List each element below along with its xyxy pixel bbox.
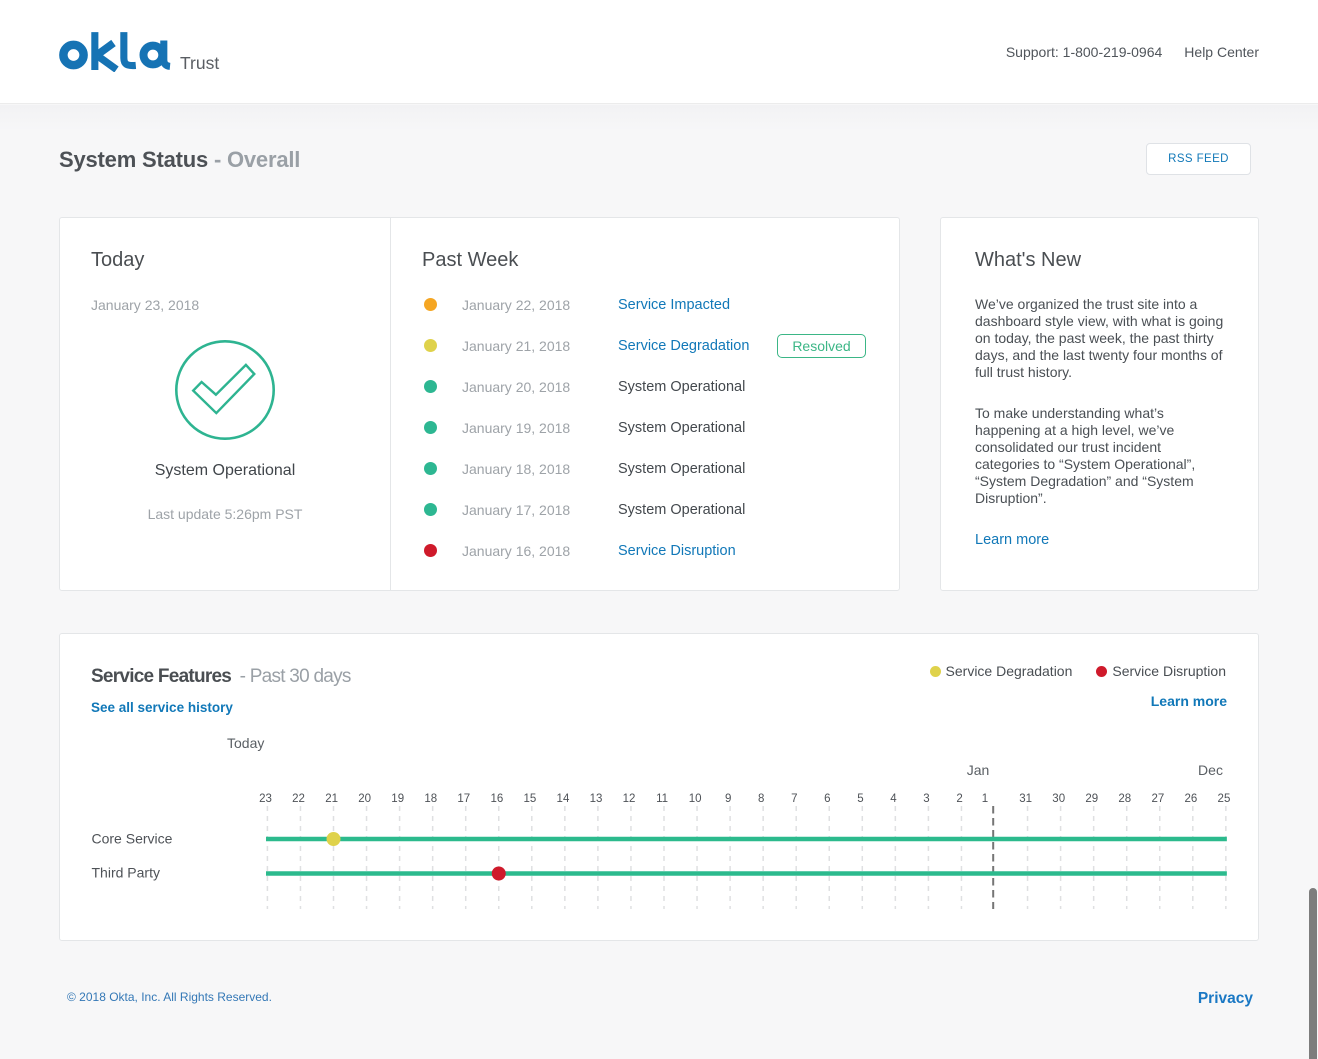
svg-text:9: 9 [725,793,731,805]
svg-text:4: 4 [890,793,897,805]
svg-text:2: 2 [956,793,962,805]
svg-text:21: 21 [325,793,338,805]
svg-text:20: 20 [358,793,371,805]
svg-text:1: 1 [982,793,988,805]
svg-text:Dec: Dec [1198,762,1223,778]
svg-text:8: 8 [758,793,764,805]
svg-text:6: 6 [824,793,830,805]
svg-text:15: 15 [524,793,537,805]
svg-text:10: 10 [689,793,702,805]
svg-text:Core Service: Core Service [92,831,173,847]
svg-text:12: 12 [623,793,636,805]
svg-text:27: 27 [1151,793,1164,805]
svg-text:13: 13 [590,793,603,805]
svg-text:28: 28 [1118,793,1131,805]
svg-text:3: 3 [923,793,929,805]
svg-text:26: 26 [1185,793,1198,805]
svg-text:29: 29 [1085,793,1098,805]
svg-text:16: 16 [490,793,503,805]
svg-text:31: 31 [1019,793,1032,805]
svg-text:25: 25 [1218,793,1231,805]
svg-text:Jan: Jan [967,762,990,778]
svg-text:30: 30 [1052,793,1065,805]
svg-text:17: 17 [457,793,470,805]
svg-text:18: 18 [424,793,437,805]
svg-text:14: 14 [557,793,570,805]
svg-text:Third Party: Third Party [92,865,160,881]
svg-text:7: 7 [791,793,797,805]
svg-text:Today: Today [227,735,264,751]
svg-text:11: 11 [656,793,668,805]
svg-text:23: 23 [259,793,272,805]
svg-text:5: 5 [857,793,863,805]
svg-text:22: 22 [292,793,305,805]
svg-text:19: 19 [391,793,404,805]
